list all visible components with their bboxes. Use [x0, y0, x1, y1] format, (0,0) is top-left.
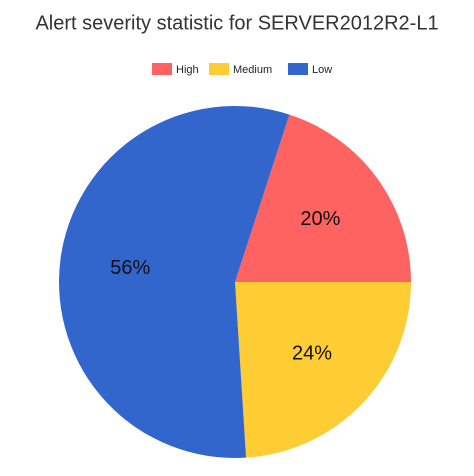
legend-label: Medium — [233, 64, 272, 76]
pie: 20% 24% 56% — [59, 106, 411, 458]
legend: High Medium Low — [152, 63, 332, 76]
pie-slice — [59, 106, 290, 458]
pie-slice — [235, 282, 411, 458]
legend-label: Low — [312, 64, 332, 76]
legend-label: High — [176, 64, 199, 76]
slice-label: 56% — [110, 257, 150, 279]
pie-slice — [235, 114, 411, 283]
chart-title: Alert severity statistic for SERVER2012R… — [35, 12, 438, 34]
legend-swatch — [209, 63, 229, 75]
slice-label: 24% — [292, 343, 332, 365]
legend-swatch — [152, 63, 172, 75]
legend-swatch — [288, 63, 308, 75]
slice-label: 20% — [300, 208, 340, 230]
